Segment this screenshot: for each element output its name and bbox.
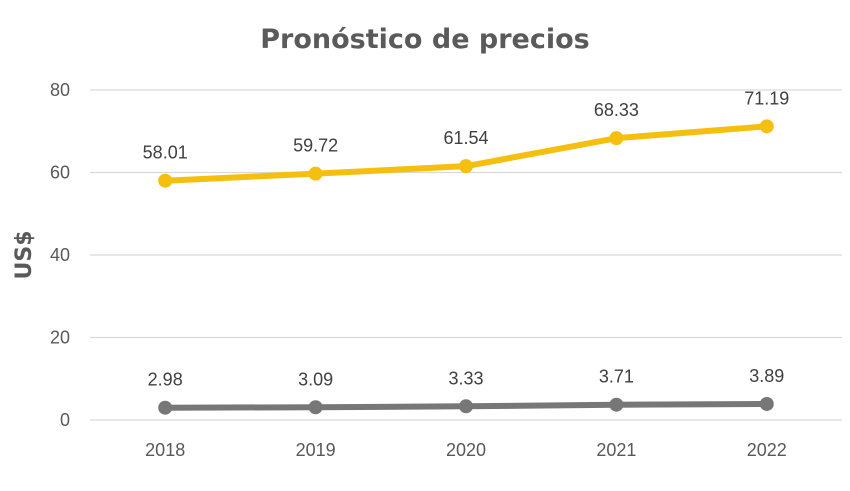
- data-label: 58.01: [143, 143, 188, 163]
- series-lines: [158, 119, 774, 415]
- data-point: [609, 131, 624, 146]
- y-tick-label: 0: [60, 410, 70, 430]
- x-tick-label: 2020: [446, 440, 486, 460]
- data-point: [759, 119, 774, 134]
- data-point: [459, 159, 473, 174]
- data-point: [158, 400, 173, 415]
- y-tick-label: 40: [50, 245, 70, 265]
- chart-title: Pronóstico de precios: [260, 24, 589, 55]
- data-label: 3.71: [599, 367, 634, 387]
- x-axis-ticks: 2018 2019 2020 2021 2022: [145, 440, 787, 460]
- data-label: 59.72: [293, 136, 338, 156]
- data-point: [609, 397, 624, 412]
- data-label: 71.19: [744, 88, 789, 108]
- y-axis-ticks: 0 20 40 60 80: [50, 80, 70, 430]
- data-point: [158, 173, 173, 188]
- data-label: 3.09: [298, 369, 333, 389]
- y-tick-label: 20: [50, 328, 70, 348]
- x-tick-label: 2021: [596, 440, 636, 460]
- data-labels: 58.01 59.72 61.54 68.33 71.19 2.98 3.09 3.33 3.7…: [143, 88, 790, 389]
- data-point: [759, 396, 774, 411]
- data-label: 3.33: [448, 368, 483, 388]
- x-tick-label: 2018: [145, 440, 185, 460]
- y-tick-label: 80: [50, 80, 70, 100]
- y-tick-label: 60: [50, 163, 70, 183]
- gridlines: [90, 89, 842, 421]
- x-tick-label: 2022: [747, 440, 787, 460]
- y-axis-label: US$: [12, 230, 37, 279]
- data-point: [459, 399, 473, 414]
- data-point: [308, 166, 323, 181]
- data-label: 3.89: [749, 366, 784, 386]
- data-point: [308, 400, 323, 415]
- data-label: 2.98: [148, 370, 183, 390]
- data-label: 68.33: [594, 100, 639, 120]
- x-tick-label: 2019: [296, 440, 336, 460]
- data-label: 61.54: [443, 128, 488, 148]
